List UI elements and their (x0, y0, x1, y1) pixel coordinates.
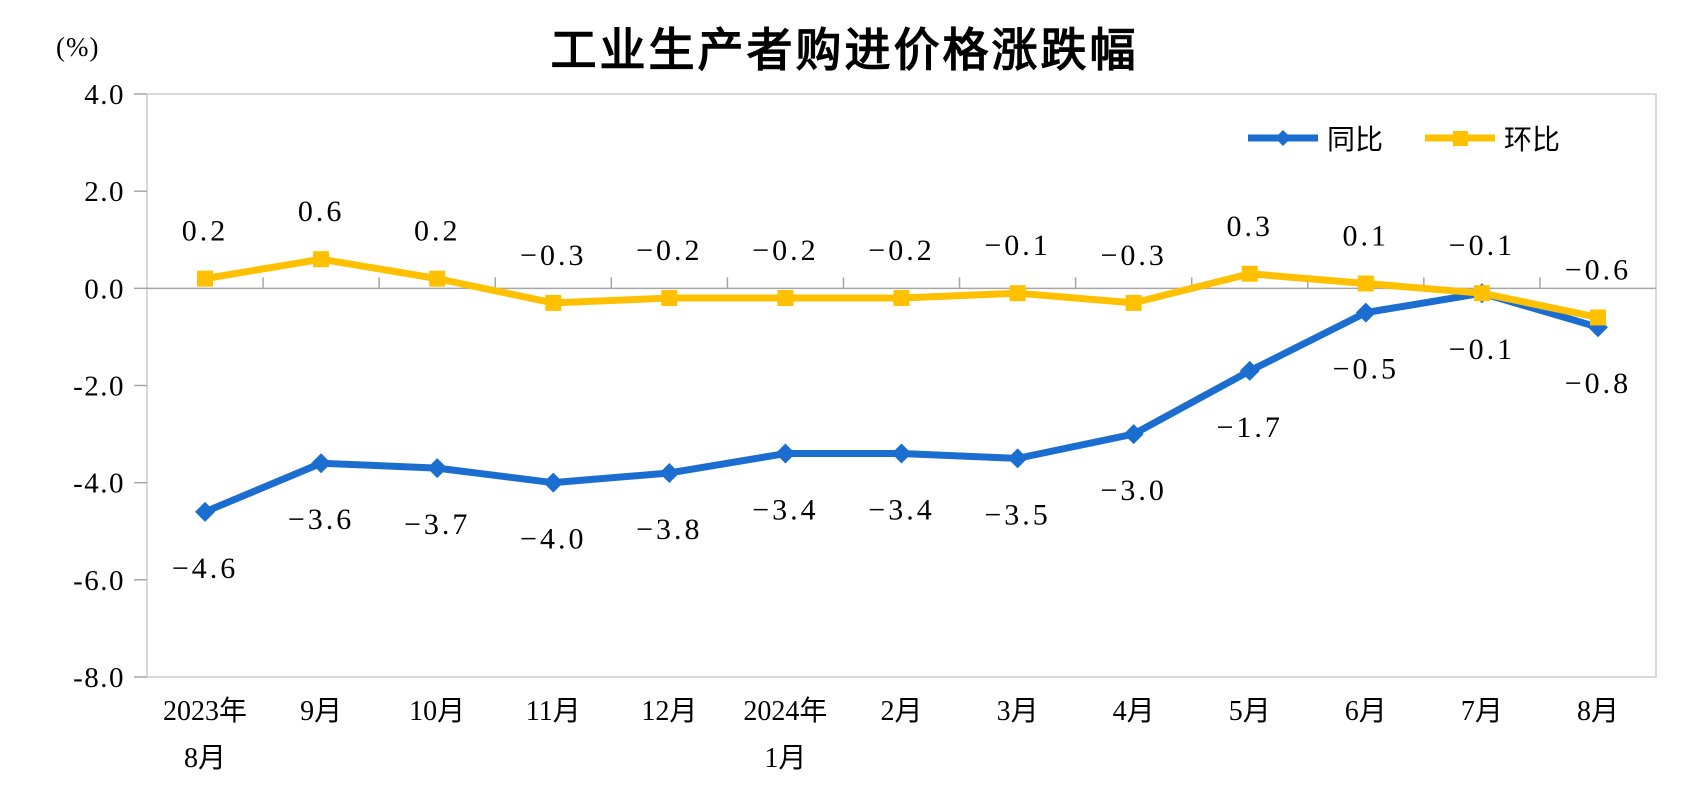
data-label: −3.4 (752, 494, 818, 527)
data-point-marker-square[interactable] (545, 294, 562, 311)
data-point-marker-diamond[interactable] (427, 458, 448, 479)
data-point-marker-diamond[interactable] (891, 443, 912, 464)
x-axis-category-label: 1月 (764, 743, 806, 774)
data-label: −3.8 (636, 513, 702, 546)
data-point-marker-square[interactable] (1357, 275, 1374, 292)
y-axis-tick-label: 2.0 (84, 176, 125, 208)
y-axis-tick-label: -4.0 (73, 468, 125, 500)
x-axis-category-label: 2024年 (743, 695, 827, 727)
data-point-marker-diamond[interactable] (195, 501, 216, 522)
data-point-marker-square[interactable] (777, 290, 794, 307)
legend-item-tongbi[interactable]: 同比 (1246, 118, 1383, 158)
data-point-marker-square[interactable] (313, 251, 330, 268)
data-point-marker-diamond[interactable] (1239, 360, 1260, 381)
legend-label-tongbi: 同比 (1327, 125, 1384, 156)
data-point-marker-square[interactable] (893, 290, 910, 307)
chart-title: 工业生产者购进价格涨跌幅 (550, 24, 1139, 76)
legend: 同比 环比 (1246, 118, 1560, 158)
data-label: −0.3 (1100, 239, 1166, 272)
plot-border (146, 93, 1657, 678)
data-point-marker-diamond[interactable] (775, 443, 796, 464)
y-axis-tick-label: 0.0 (84, 273, 125, 305)
x-axis-category-label: 2月 (880, 696, 922, 727)
huanbi-line-marker-swatch (1425, 131, 1496, 146)
data-point-marker-diamond[interactable] (543, 472, 564, 493)
data-label: −1.7 (1217, 411, 1283, 444)
data-label: −0.2 (752, 234, 818, 267)
y-axis-tick-label: -6.0 (73, 565, 125, 597)
data-point-marker-diamond[interactable] (311, 453, 332, 474)
x-axis-category-label: 8月 (184, 743, 226, 774)
x-axis-category-label: 11月 (526, 696, 581, 727)
y-axis-tick-label: -8.0 (73, 662, 125, 694)
series-line-同比 (201, 289, 1602, 516)
data-point-marker-square[interactable] (661, 290, 678, 307)
x-axis-category-label: 2023年 (163, 695, 247, 727)
tongbi-line-marker-swatch (1248, 130, 1318, 146)
data-label: −3.5 (984, 498, 1050, 531)
data-label: 0.6 (298, 195, 345, 228)
data-point-marker-square[interactable] (1473, 285, 1490, 302)
data-label: −4.0 (520, 523, 586, 556)
x-axis-category-label: 6月 (1345, 696, 1387, 727)
data-label: −0.6 (1565, 253, 1631, 286)
data-label: −0.2 (636, 234, 702, 267)
x-axis-category-label: 3月 (997, 696, 1039, 727)
data-label: −0.2 (868, 234, 934, 267)
y-axis-unit-label: (%) (56, 32, 100, 62)
data-point-marker-diamond[interactable] (659, 462, 680, 483)
data-label: 0.2 (414, 215, 461, 248)
x-axis-category-label: 7月 (1461, 696, 1503, 727)
x-axis-category-label: 8月 (1577, 696, 1619, 727)
x-axis-category-label: 10月 (409, 696, 465, 727)
legend-item-huanbi[interactable]: 环比 (1423, 118, 1560, 158)
data-label: −0.3 (520, 239, 586, 272)
data-point-marker-square[interactable] (1241, 265, 1258, 282)
x-axis-category-label: 5月 (1229, 696, 1271, 727)
y-axis-tick-label: 4.0 (84, 79, 125, 111)
data-point-marker-square[interactable] (1125, 294, 1142, 311)
data-point-marker-diamond[interactable] (1007, 448, 1028, 469)
data-label: 0.1 (1343, 219, 1390, 252)
x-axis-category-label: 12月 (641, 696, 697, 727)
legend-label-huanbi: 环比 (1504, 125, 1561, 156)
data-label: −0.1 (984, 229, 1050, 262)
data-label: −3.4 (868, 494, 934, 527)
data-point-marker-square[interactable] (1009, 285, 1026, 302)
x-axis-category-label: 4月 (1113, 696, 1155, 727)
data-label: −3.7 (404, 508, 470, 541)
data-point-marker-square[interactable] (197, 270, 214, 287)
data-label: 0.2 (182, 215, 229, 248)
x-axis-category-label: 9月 (300, 696, 342, 727)
data-label: −3.0 (1100, 474, 1166, 507)
data-label: 0.3 (1226, 210, 1273, 243)
data-label: −0.1 (1449, 229, 1515, 262)
data-label: −0.8 (1565, 367, 1631, 400)
data-point-marker-square[interactable] (1589, 309, 1606, 326)
data-point-marker-diamond[interactable] (1123, 424, 1144, 445)
data-label: −0.1 (1449, 333, 1515, 366)
data-label: −4.6 (172, 552, 238, 585)
y-axis-tick-label: -2.0 (73, 371, 125, 403)
data-label: −0.5 (1333, 353, 1399, 386)
data-label: −3.6 (288, 503, 354, 536)
data-point-marker-square[interactable] (429, 270, 446, 287)
data-point-marker-diamond[interactable] (1355, 302, 1376, 323)
